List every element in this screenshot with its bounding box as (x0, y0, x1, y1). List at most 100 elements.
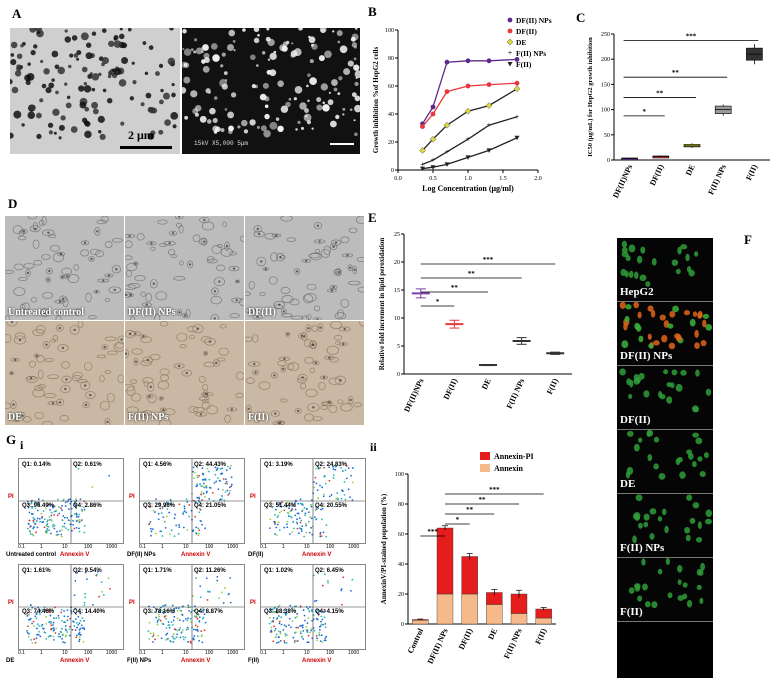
tem-particle (27, 62, 31, 66)
flow-event (177, 607, 180, 610)
nucleus (632, 535, 637, 544)
flow-event (296, 616, 298, 618)
flow-quadrant-q3: Q3: 51.44% (264, 503, 297, 509)
flow-event (198, 475, 200, 477)
flow-tick-label: 10 (183, 650, 189, 656)
cell-nucleus (203, 218, 206, 222)
cell-nucleus (73, 328, 76, 332)
flow-event (320, 615, 323, 618)
flow-event (33, 625, 35, 627)
flow-event (301, 502, 304, 505)
sem-particle (264, 104, 269, 109)
cell-outline (62, 297, 69, 308)
cell-outline (320, 405, 329, 410)
flow-event (79, 498, 82, 501)
cell-outline (72, 371, 83, 379)
flow-event (284, 635, 287, 637)
cell-outline (281, 313, 293, 318)
flow-event (33, 638, 36, 641)
flow-event (60, 611, 63, 614)
flow-event (299, 605, 302, 608)
flow-event (324, 626, 327, 629)
brightfield-label: DF(II) (248, 307, 276, 318)
nucleus (675, 268, 681, 275)
flow-event (319, 625, 322, 627)
cell-outline (289, 298, 300, 306)
cell-nucleus (264, 267, 267, 271)
flow-event (282, 628, 285, 631)
flow-event (63, 516, 66, 519)
cell-nucleus (178, 311, 181, 314)
flow-event (276, 516, 279, 519)
flow-event (315, 467, 317, 470)
flow-event (108, 474, 111, 477)
nucleus (659, 314, 666, 321)
flow-event (147, 630, 150, 633)
flow-event (228, 592, 230, 595)
flow-event (42, 627, 44, 630)
cell-nucleus (33, 227, 37, 230)
flow-event (344, 469, 347, 472)
flow-event (40, 625, 43, 627)
flow-event (182, 605, 185, 607)
tem-particle (69, 53, 74, 58)
cell-outline (298, 332, 306, 339)
cell-nucleus (47, 231, 50, 234)
flow-event (217, 477, 219, 480)
brightfield-label: DF(II) NPs (128, 307, 176, 318)
flow-event (301, 525, 304, 528)
flow-event (171, 623, 174, 626)
flow-y-axis-label: PI (250, 600, 256, 606)
cell-outline (134, 275, 146, 282)
flow-event (286, 526, 289, 529)
fluorescence-label: DF(II) (620, 414, 651, 426)
nucleus (638, 372, 645, 380)
nucleus (646, 430, 654, 437)
flow-event (283, 609, 285, 612)
flow-event (222, 489, 224, 491)
flow-event (81, 627, 84, 630)
flow-event (29, 533, 32, 535)
flow-event (198, 501, 201, 504)
flow-event (320, 620, 322, 623)
sem-particle (201, 50, 204, 54)
cell-nucleus (311, 343, 314, 346)
flow-event (149, 520, 152, 523)
cell-outline (149, 279, 158, 289)
cell-nucleus (300, 334, 304, 337)
cell-outline (239, 235, 244, 243)
cell-outline (333, 268, 342, 276)
flow-event (323, 639, 326, 642)
cell-outline (330, 321, 343, 330)
flow-event (196, 483, 198, 486)
sem-particle (192, 108, 199, 115)
cell-outline (125, 330, 135, 338)
cell-nucleus (26, 271, 30, 275)
flow-event (62, 633, 65, 636)
fluorescence-cell: DF(II) NPs (617, 302, 713, 366)
flow-event (39, 609, 42, 612)
cell-nucleus (96, 230, 99, 233)
cell-outline (252, 334, 259, 343)
flow-scatter (140, 565, 244, 649)
tem-particle (47, 122, 54, 128)
flow-event (328, 495, 331, 498)
flow-event (167, 502, 170, 505)
x-tick-label: F(II) NPs (706, 163, 728, 196)
flow-event (66, 631, 69, 633)
brightfield-cell: Untreated control (5, 216, 124, 320)
flow-event (45, 507, 47, 510)
data-point (485, 102, 493, 109)
flow-event (35, 637, 38, 640)
cell-nucleus (120, 338, 123, 341)
cell-outline (60, 384, 71, 394)
tem-particle (91, 87, 96, 92)
flow-event (75, 498, 77, 501)
flow-quadrant-q4: Q4: 2.86% (73, 503, 102, 509)
flow-event (319, 466, 322, 469)
flow-event (198, 497, 201, 500)
flow-event (78, 638, 81, 641)
significance-label: * (642, 108, 646, 116)
cell-outline (224, 241, 230, 251)
fluorescence-cell: F(II) (617, 558, 713, 622)
